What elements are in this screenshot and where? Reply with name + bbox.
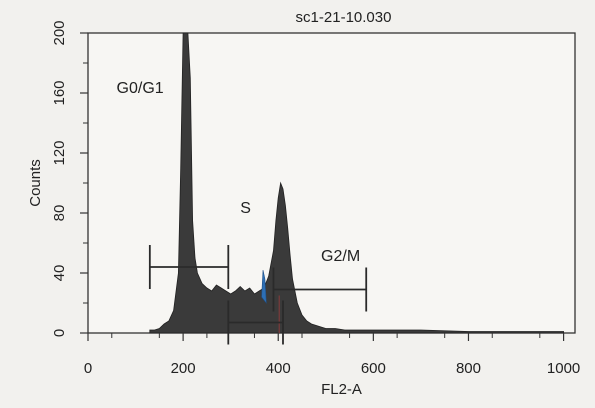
y-axis-label: Counts <box>27 159 44 207</box>
x-tick-label-800: 800 <box>456 360 481 377</box>
annotation-g0-g1: G0/G1 <box>117 80 164 97</box>
annotation-g2-m: G2/M <box>321 248 360 265</box>
plot-frame <box>87 32 576 334</box>
y-tick-label-80: 80 <box>51 205 68 222</box>
annotation-s: S <box>240 200 251 217</box>
x-tick-label-200: 200 <box>171 360 196 377</box>
x-tick-label-1000: 1000 <box>547 360 580 377</box>
y-tick-label-200: 200 <box>51 20 68 45</box>
gate-highlight <box>261 269 267 304</box>
x-tick-label-600: 600 <box>361 360 386 377</box>
x-tick-label-400: 400 <box>266 360 291 377</box>
y-tick-label-0: 0 <box>51 329 68 337</box>
x-axis-label: FL2-A <box>321 381 362 398</box>
y-tick-label-160: 160 <box>51 80 68 105</box>
chart-title: sc1-21-10.030 <box>296 9 392 26</box>
y-tick-label-120: 120 <box>51 140 68 165</box>
x-tick-label-0: 0 <box>84 360 92 377</box>
y-tick-label-40: 40 <box>51 265 68 282</box>
